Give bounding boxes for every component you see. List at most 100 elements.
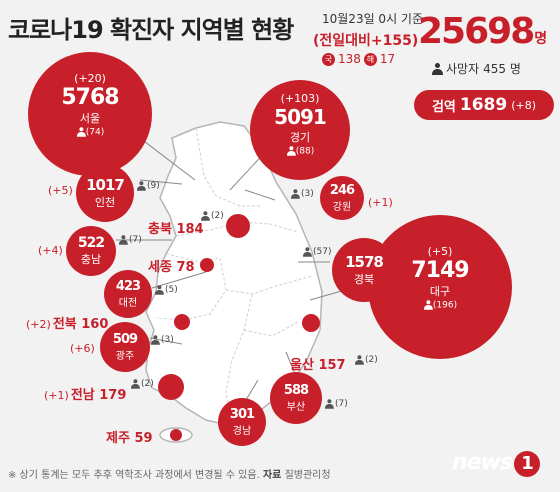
region-count: 7149	[411, 258, 469, 283]
region-count: 301	[229, 407, 255, 422]
logo-text: news	[452, 450, 513, 475]
region-count: 1017	[86, 176, 125, 194]
region-increase-gwangju: (+6)	[70, 342, 95, 355]
region-deaths-chungnam: (7)	[118, 234, 142, 246]
region-bubble-seoul: (+20) 5768 서울 (74)	[28, 52, 152, 176]
region-label-ulsan: 울산 157	[290, 358, 346, 373]
region-name: 서울	[79, 112, 101, 125]
person-icon	[423, 300, 433, 310]
region-deaths-gwangju: (3)	[150, 334, 174, 346]
region-name: 부산	[286, 402, 306, 413]
region-deaths-gangwon: (3)	[290, 188, 314, 200]
region-deaths-value: (88)	[295, 146, 315, 157]
region-name: 경기	[289, 131, 311, 144]
region-deaths-value: (7)	[129, 235, 142, 245]
region-deaths: (88)	[250, 145, 350, 157]
region-bubble-daejeon: 423 대전	[104, 270, 152, 318]
region-dot-jeonbuk	[174, 314, 190, 330]
region-increase-chungnam: (+4)	[38, 244, 63, 257]
news1-logo: news 1	[452, 450, 541, 477]
region-bubble-gyeonggi: (+103) 5091 경기 (88)	[250, 80, 350, 180]
deaths-summary: 사망자 455 명	[432, 60, 521, 77]
region-deaths-value: (2)	[211, 211, 224, 221]
footer-source-label: 자료	[262, 470, 282, 481]
person-icon	[119, 235, 128, 245]
region-increase: (+1)	[44, 389, 69, 402]
region-dot-chungbuk	[226, 214, 250, 238]
person-icon	[151, 335, 160, 345]
region-deaths-value: (5)	[165, 285, 178, 295]
region-bubble-gyeongbuk: 1578 경북	[332, 238, 396, 302]
region-deaths-value: (2)	[141, 379, 154, 389]
person-icon	[155, 285, 164, 295]
quarantine-pill: 검역 1689 (+8)	[414, 90, 554, 120]
footer-source: 질병관리청	[284, 470, 331, 481]
total-value: 25698	[418, 11, 535, 52]
region-label-jeju: 제주 59	[106, 431, 153, 446]
region-deaths-value: (3)	[161, 335, 174, 345]
region-bubble-daegu: (+5) 7149 대구 (196)	[368, 215, 512, 359]
region-deaths: (196)	[368, 299, 512, 311]
quarantine-change: (+8)	[511, 98, 537, 112]
region-deaths-value: (2)	[365, 355, 378, 365]
region-increase: (+103)	[280, 92, 320, 105]
footer-disclaimer: ※ 상기 통계는 모두 추후 역학조사 과정에서 변경될 수 있음.	[8, 470, 260, 481]
region-deaths-value: (7)	[335, 399, 348, 409]
region-deaths-value: (9)	[147, 181, 160, 191]
region-deaths-jeonnam: (2)	[130, 378, 154, 390]
region-count: 5768	[61, 85, 119, 110]
region-count: 5091	[274, 105, 327, 129]
region-increase-gangwon: (+1)	[368, 196, 393, 209]
region-name: 전남 179	[70, 388, 127, 403]
region-bubble-busan: 588 부산	[270, 372, 322, 424]
person-icon	[432, 62, 443, 75]
region-name: 경북	[353, 273, 375, 286]
overseas-badge: 해	[363, 52, 377, 66]
region-name: 경남	[232, 426, 252, 437]
region-increase: (+20)	[74, 72, 106, 85]
region-name: 전북 160	[52, 317, 109, 332]
region-deaths-value: (74)	[85, 127, 105, 138]
domestic-badge: 국	[322, 52, 335, 66]
region-bubble-gangwon: 246 강원	[320, 176, 364, 220]
report-date: 10월23일 0시 기준	[322, 12, 424, 26]
region-deaths: (74)	[28, 126, 152, 138]
quarantine-label: 검역	[431, 99, 456, 115]
region-name: 광주	[115, 351, 135, 362]
total-cases: 25698명	[418, 12, 547, 59]
region-deaths-value: (196)	[432, 300, 458, 311]
daily-change: (전일대비+155)	[313, 33, 419, 49]
region-count: 246	[329, 183, 355, 198]
region-increase: (+2)	[26, 318, 51, 331]
person-icon	[325, 399, 334, 409]
region-deaths-ulsan: (2)	[354, 354, 378, 366]
region-count: 509	[112, 332, 138, 347]
region-deaths-daejeon: (5)	[154, 284, 178, 296]
region-increase-incheon: (+5)	[48, 184, 73, 197]
region-dot-jeju	[170, 429, 182, 441]
region-count: 588	[283, 383, 309, 398]
logo-mark: 1	[514, 451, 541, 477]
total-unit: 명	[534, 31, 548, 47]
person-icon	[355, 355, 364, 365]
person-icon	[131, 379, 140, 389]
region-bubble-incheon: 1017 인천	[76, 164, 134, 222]
region-increase: (+5)	[427, 245, 453, 258]
footer-note: ※ 상기 통계는 모두 추후 역학조사 과정에서 변경될 수 있음. 자료 질병…	[8, 466, 331, 481]
region-bubble-gyeongnam: 301 경남	[218, 398, 266, 446]
region-count: 1578	[345, 253, 384, 271]
person-icon	[291, 189, 300, 199]
region-count: 522	[77, 235, 105, 251]
overseas-count: 17	[379, 52, 396, 66]
region-deaths-incheon: (9)	[136, 180, 160, 192]
person-icon	[201, 211, 210, 221]
region-deaths-chungbuk: (2)	[200, 210, 224, 222]
region-label-jeonbuk: (+2) 전북 160	[26, 313, 108, 332]
deaths-value: 455 명	[483, 62, 521, 76]
region-name: 강원	[332, 202, 352, 213]
region-name: 대전	[118, 298, 138, 309]
region-label-chungbuk: 충북 184	[148, 222, 204, 237]
quarantine-value: 1689	[459, 95, 508, 115]
region-name: 대구	[429, 285, 451, 298]
